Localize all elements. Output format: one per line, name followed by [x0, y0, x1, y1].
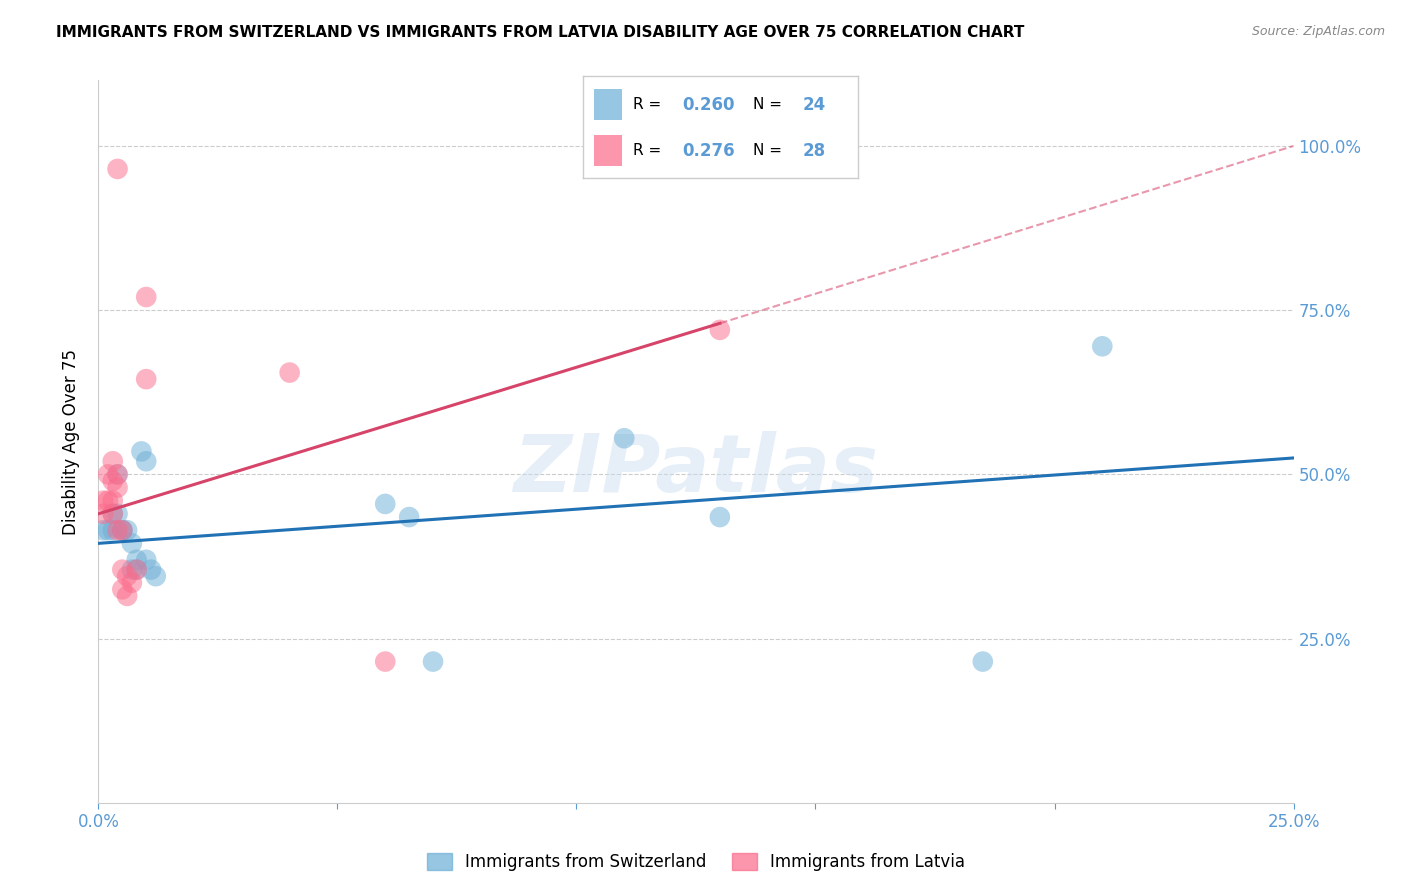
Point	[709, 323, 731, 337]
Point	[101, 454, 124, 468]
Y-axis label: Disability Age Over 75: Disability Age Over 75	[62, 349, 80, 534]
Point	[107, 467, 129, 482]
Point	[101, 507, 124, 521]
Point	[107, 507, 129, 521]
Text: ZIPatlas: ZIPatlas	[513, 432, 879, 509]
Point	[125, 563, 148, 577]
Point	[91, 507, 114, 521]
Text: Source: ZipAtlas.com: Source: ZipAtlas.com	[1251, 25, 1385, 38]
Point	[139, 563, 162, 577]
Point	[1091, 339, 1114, 353]
Point	[91, 493, 114, 508]
Point	[145, 569, 167, 583]
Point	[91, 523, 114, 537]
Text: N =: N =	[754, 97, 783, 112]
Point	[135, 454, 157, 468]
Point	[107, 467, 129, 482]
Point	[107, 161, 129, 176]
Point	[111, 523, 134, 537]
Point	[135, 290, 157, 304]
Text: R =: R =	[633, 144, 661, 158]
Point	[111, 523, 134, 537]
Point	[101, 493, 124, 508]
Point	[613, 431, 636, 445]
Legend: Immigrants from Switzerland, Immigrants from Latvia: Immigrants from Switzerland, Immigrants …	[420, 846, 972, 878]
Text: 28: 28	[803, 142, 825, 160]
Point	[115, 569, 138, 583]
Point	[131, 444, 153, 458]
Text: IMMIGRANTS FROM SWITZERLAND VS IMMIGRANTS FROM LATVIA DISABILITY AGE OVER 75 COR: IMMIGRANTS FROM SWITZERLAND VS IMMIGRANT…	[56, 25, 1025, 40]
Point	[111, 582, 134, 597]
Point	[125, 563, 148, 577]
Point	[374, 655, 396, 669]
Point	[972, 655, 994, 669]
Point	[121, 536, 143, 550]
Point	[398, 510, 420, 524]
Point	[101, 474, 124, 488]
Point	[422, 655, 444, 669]
Point	[97, 523, 120, 537]
Point	[135, 553, 157, 567]
Bar	[595, 89, 621, 120]
Point	[101, 523, 124, 537]
Bar	[595, 136, 621, 166]
Point	[101, 507, 124, 521]
Point	[115, 523, 138, 537]
Point	[111, 563, 134, 577]
Point	[374, 497, 396, 511]
Point	[121, 563, 143, 577]
Point	[115, 589, 138, 603]
Text: R =: R =	[633, 97, 661, 112]
Point	[107, 523, 129, 537]
Text: 0.276: 0.276	[682, 142, 735, 160]
Point	[97, 493, 120, 508]
Point	[97, 467, 120, 482]
Point	[709, 510, 731, 524]
Point	[107, 481, 129, 495]
Point	[121, 575, 143, 590]
Point	[135, 372, 157, 386]
Text: N =: N =	[754, 144, 783, 158]
Point	[111, 523, 134, 537]
Point	[125, 553, 148, 567]
Text: 0.260: 0.260	[682, 95, 735, 113]
Text: 24: 24	[803, 95, 827, 113]
Point	[278, 366, 301, 380]
